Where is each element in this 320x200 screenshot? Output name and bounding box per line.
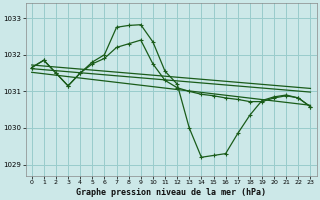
X-axis label: Graphe pression niveau de la mer (hPa): Graphe pression niveau de la mer (hPa) [76, 188, 266, 197]
